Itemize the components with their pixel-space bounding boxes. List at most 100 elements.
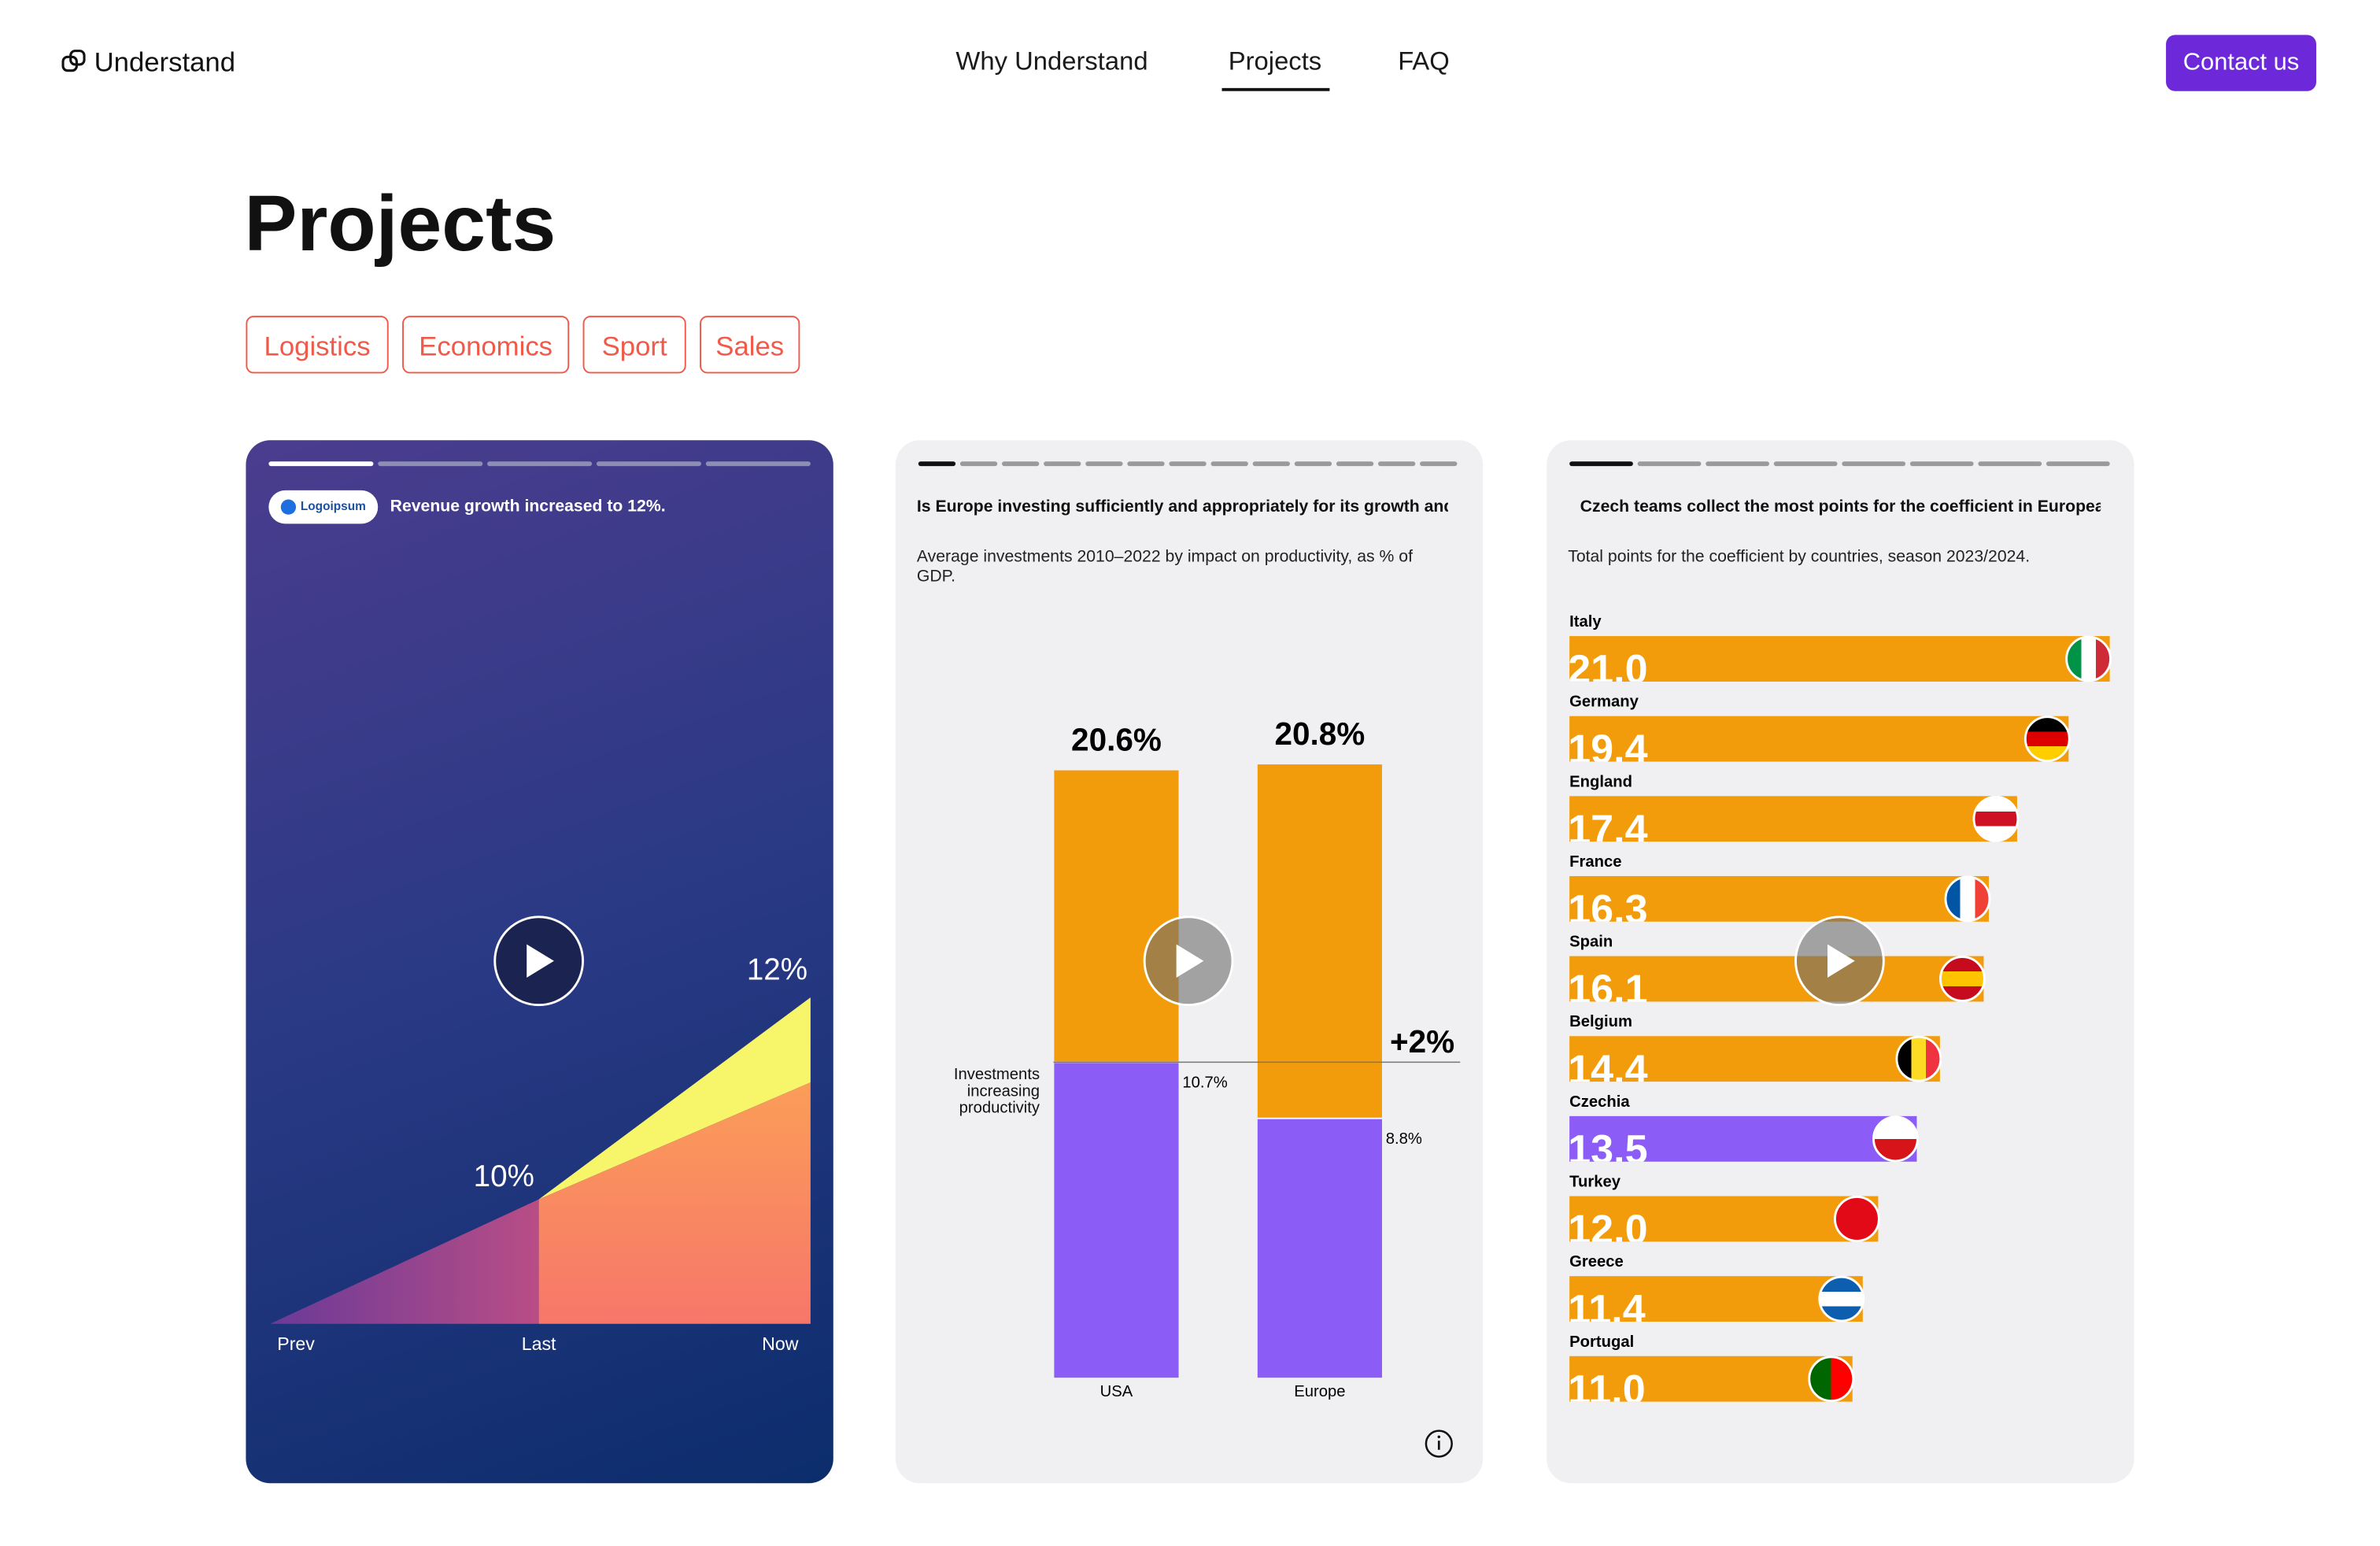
nav-link[interactable]: Why Understand xyxy=(955,46,1148,76)
progress xyxy=(1252,461,1290,467)
play-icon xyxy=(1827,944,1855,978)
value-label: 16.3 xyxy=(1568,887,1647,933)
project-card[interactable]: Italy 21.0 Germany 19.4 England 17.4 France 16.… xyxy=(1547,440,2134,1484)
bar xyxy=(1569,636,2110,682)
progress xyxy=(1044,461,1081,467)
flag xyxy=(1895,1035,1942,1082)
progress-active xyxy=(268,461,374,467)
progress-active xyxy=(1569,461,1633,467)
progress xyxy=(1127,461,1165,467)
value-label: 19.4 xyxy=(1568,727,1647,773)
card-title: Czech teams collect the most points for … xyxy=(1580,497,2101,516)
bar xyxy=(1569,716,2069,762)
category-label: Spain xyxy=(1569,934,1613,951)
annotation: 12% xyxy=(747,952,808,986)
filter-tag[interactable]: Sales xyxy=(700,316,800,374)
card-title: Is Europe investing sufficiently and app… xyxy=(916,497,1448,516)
progress xyxy=(1210,461,1248,467)
category-label: Italy xyxy=(1569,613,1602,631)
category-label: Belgium xyxy=(1569,1013,1632,1030)
bar xyxy=(1569,956,1984,1002)
value-label: 10.7% xyxy=(1182,1074,1227,1092)
badge-icon xyxy=(280,499,297,515)
logo-text[interactable]: Understand xyxy=(94,46,236,78)
progress xyxy=(1377,461,1416,467)
play-button[interactable] xyxy=(1143,915,1234,1007)
progress xyxy=(1169,461,1207,467)
card-graphic: 10.7% 20.6% USA 8.8% 20.8% Europe +2% xyxy=(918,461,1461,1458)
x-label: Prev xyxy=(277,1333,315,1354)
page-title: Projects xyxy=(244,180,556,269)
bar xyxy=(1569,1036,1940,1082)
info-dot xyxy=(1437,1441,1440,1450)
flag xyxy=(1939,956,1986,1002)
badge-text: Logoipsum xyxy=(301,500,366,513)
progress xyxy=(1909,461,1974,467)
contact-button[interactable]: Contact us xyxy=(2166,35,2316,91)
info-icon[interactable] xyxy=(1425,1429,1453,1458)
progress xyxy=(2046,461,2110,467)
flag xyxy=(1834,1196,1880,1242)
series-label: Investments increasing productivity xyxy=(953,1065,1040,1118)
progress xyxy=(1085,461,1123,467)
bar-segment xyxy=(1255,1117,1384,1380)
x-label: Last xyxy=(522,1333,556,1354)
progress xyxy=(1336,461,1374,467)
bar-segment xyxy=(1255,763,1384,1119)
flag xyxy=(2065,635,2112,682)
bar xyxy=(1569,1356,1853,1402)
bar xyxy=(1569,1276,1863,1322)
annotation: 10% xyxy=(474,1160,534,1193)
progress xyxy=(1002,461,1040,467)
bar xyxy=(1569,796,2017,842)
project-card[interactable]: 10.7% 20.6% USA 8.8% 20.8% Europe +2% Is Europ… xyxy=(895,440,1484,1484)
flag xyxy=(1944,875,1991,923)
filter-tag[interactable]: Logistics xyxy=(246,316,389,374)
bar-segment xyxy=(1052,1061,1181,1380)
progress-active xyxy=(918,461,956,467)
nav-link[interactable]: FAQ xyxy=(1398,46,1450,76)
card-subtitle: Average investments 2010–2022 by impact … xyxy=(916,548,1413,586)
card-graphic: Logoipsum Revenue growth increased to 12… xyxy=(268,461,811,1354)
headline: Revenue growth increased to 12%. xyxy=(390,497,666,516)
x-label: Europe xyxy=(1294,1383,1345,1400)
flag xyxy=(2023,716,2071,763)
nav-link[interactable]: Projects xyxy=(1228,46,1322,76)
area-left xyxy=(270,1199,539,1324)
project-card[interactable]: Logoipsum Revenue growth increased to 12… xyxy=(246,440,833,1484)
value-label: 16.1 xyxy=(1568,967,1647,1013)
play-button[interactable] xyxy=(493,915,585,1007)
progress xyxy=(487,461,593,467)
annotation: +2% xyxy=(1390,1023,1454,1060)
value-label: 12.0 xyxy=(1568,1208,1647,1253)
flag xyxy=(1818,1275,1865,1322)
progress xyxy=(705,461,811,467)
bar xyxy=(1569,875,1989,922)
badge xyxy=(268,490,379,524)
category-label: Turkey xyxy=(1569,1174,1621,1191)
bar xyxy=(1569,1115,1917,1162)
value-label: 21.0 xyxy=(1568,647,1647,693)
progress xyxy=(596,461,701,467)
play-button[interactable] xyxy=(1794,915,1885,1007)
category-label: Germany xyxy=(1569,693,1639,711)
filter-tag[interactable]: Sport xyxy=(582,316,686,374)
value-label: 11.0 xyxy=(1568,1367,1645,1413)
progress xyxy=(1637,461,1702,467)
play-icon xyxy=(1176,944,1204,978)
progress xyxy=(1420,461,1458,467)
value-label: 14.4 xyxy=(1568,1047,1647,1093)
category-label: Greece xyxy=(1569,1253,1624,1270)
card-subtitle: Total points for the coefficient by coun… xyxy=(1568,548,2031,567)
value-label: 13.5 xyxy=(1568,1127,1647,1173)
flag xyxy=(1972,795,2020,842)
filter-tag[interactable]: Economics xyxy=(402,316,570,374)
bar xyxy=(1569,1196,1879,1242)
total-label: 20.6% xyxy=(1071,722,1162,758)
nav-underline xyxy=(1221,87,1330,91)
flag xyxy=(1808,1356,1855,1403)
progress xyxy=(1773,461,1838,467)
